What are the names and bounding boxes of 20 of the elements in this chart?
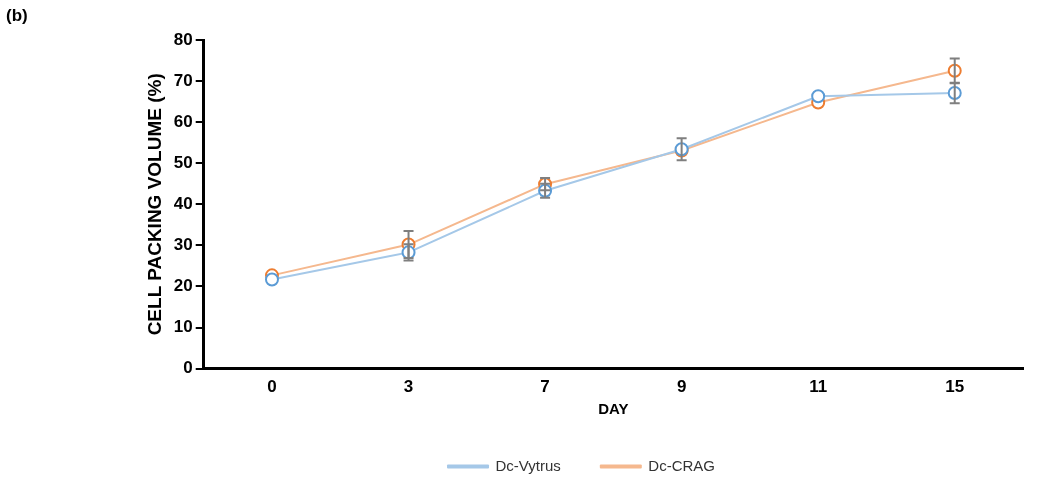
text: (b) xyxy=(6,6,28,26)
x-tick-label: 7 xyxy=(540,377,550,397)
y-tick-label: 60 xyxy=(173,111,193,131)
x-axis-title: DAY xyxy=(598,400,629,418)
y-axis-title: CELL PACKING VOLUME (%) xyxy=(143,73,165,336)
y-tick-label: 30 xyxy=(173,235,193,255)
y-tick-label: 20 xyxy=(173,276,193,296)
legend-label: Dc-Vytrus xyxy=(495,456,561,474)
y-tick-label: 40 xyxy=(173,193,193,213)
y-tick-label: 80 xyxy=(173,29,193,49)
y-tick-label: 0 xyxy=(183,358,193,378)
y-tick-label: 50 xyxy=(173,152,193,172)
x-tick-label: 15 xyxy=(945,377,965,397)
y-tick-label: 70 xyxy=(173,70,193,90)
x-tick-label: 3 xyxy=(403,377,414,397)
y-tick-label: 10 xyxy=(173,317,193,337)
x-tick-label: 0 xyxy=(267,377,277,397)
x-tick-label: 11 xyxy=(809,377,828,397)
legend-label: Dc-CRAG xyxy=(648,456,715,474)
x-tick-label: 9 xyxy=(676,377,687,397)
